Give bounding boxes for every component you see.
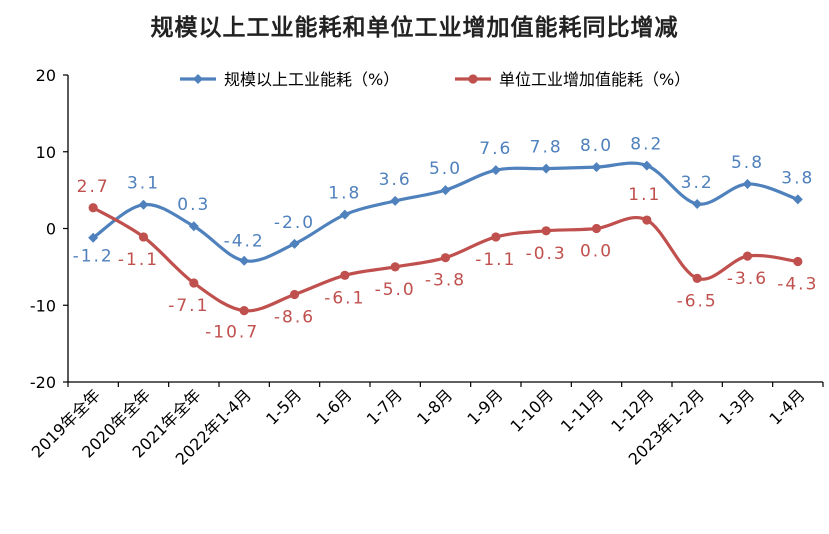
industrial-energy-data-label: 1.8 [328,184,361,204]
unit-energy-point [692,273,702,283]
unit-energy-point [88,203,98,213]
industrial-energy-point [541,163,552,174]
unit-energy-point [390,262,400,272]
industrial-energy-point [390,195,401,206]
unit-energy-data-label: -6.1 [324,288,365,308]
industrial-energy-point [641,160,652,171]
industrial-energy-data-label: 3.6 [379,170,412,190]
industrial-energy-legend-marker [193,74,203,84]
unit-energy-point [189,278,199,288]
x-tick-label: 1-12月 [607,385,657,435]
unit-energy-data-label: 1.1 [628,185,661,205]
industrial-energy-point [188,221,199,232]
unit-energy-data-label: -0.3 [526,244,567,264]
industrial-energy-point [440,185,451,196]
industrial-energy-data-label: 3.2 [681,173,714,193]
unit-energy-data-label: -8.6 [274,308,315,328]
unit-energy-data-label: -1.1 [475,250,516,270]
y-tick-label: 0 [46,220,56,239]
unit-energy-data-label: -1.1 [118,250,159,270]
unit-energy-point [642,215,652,225]
x-tick-label: 1-3月 [715,385,758,428]
x-tick-label: 1-6月 [312,385,355,428]
unit-energy-point [440,253,451,263]
unit-energy-point [340,270,350,280]
x-tick-label: 1-7月 [363,385,406,428]
y-tick-label: 20 [36,66,56,85]
legend-label: 规模以上工业能耗（%） [224,70,399,89]
unit-energy-legend-marker [468,74,478,84]
industrial-energy-point [742,178,753,189]
industrial-energy-data-label: 7.8 [530,138,563,158]
x-tick-label: 1-4月 [765,385,808,428]
industrial-energy-point [88,232,99,243]
industrial-energy-point [239,255,250,266]
industrial-energy-data-label: 8.2 [630,135,663,155]
unit-energy-point [491,232,501,242]
industrial-energy-point [339,209,350,220]
y-tick-label: -20 [30,373,56,392]
industrial-energy-data-label: 7.6 [479,139,512,159]
industrial-energy-point [138,199,149,210]
unit-energy-point [541,226,551,236]
y-tick-label: -10 [30,296,56,315]
unit-energy-data-label: -6.5 [677,291,718,311]
unit-energy-data-label: -4.3 [777,275,818,295]
unit-energy-data-label: 0.0 [580,242,613,262]
unit-energy-point [289,289,300,300]
legend-label: 单位工业增加值能耗（%） [499,70,690,89]
unit-energy-point [793,256,803,267]
industrial-energy-data-label: 8.0 [580,136,613,156]
industrial-energy-data-label: -4.2 [224,232,265,252]
chart-title: 规模以上工业能耗和单位工业增加值能耗同比增减 [150,15,679,41]
industrial-energy-point [792,194,803,205]
x-tick-label: 1-8月 [413,385,456,428]
industrial-energy-data-label: -1.2 [73,247,114,267]
unit-energy-data-label: 2.7 [77,177,110,197]
unit-energy-data-label: -7.1 [168,296,209,316]
y-tick-label: 10 [36,143,56,162]
unit-energy-point [239,306,249,316]
industrial-energy-point [591,162,602,173]
industrial-energy-data-label: 3.8 [781,168,814,188]
industrial-energy-data-label: 0.3 [177,195,210,215]
unit-energy-data-label: -3.8 [425,271,466,291]
unit-energy-point [138,232,149,242]
x-tick-label: 1-9月 [463,385,506,428]
x-tick-label: 1-10月 [507,385,557,435]
industrial-energy-data-label: 5.8 [731,153,764,173]
industrial-energy-point [490,165,501,176]
unit-energy-data-label: -3.6 [727,269,768,289]
unit-energy-point [742,251,753,261]
unit-energy-data-label: -5.0 [375,280,416,300]
unit-energy-data-label: -10.7 [205,323,259,343]
industrial-energy-point [692,198,703,209]
industrial-energy-data-label: 5.0 [429,159,462,179]
industrial-energy-data-label: -2.0 [274,213,315,233]
x-tick-label: 1-11月 [557,385,607,435]
unit-energy-point [591,223,602,234]
x-tick-label: 1-5月 [262,385,305,428]
industrial-energy-data-label: 3.1 [127,174,160,194]
industrial-energy-point [289,238,300,249]
